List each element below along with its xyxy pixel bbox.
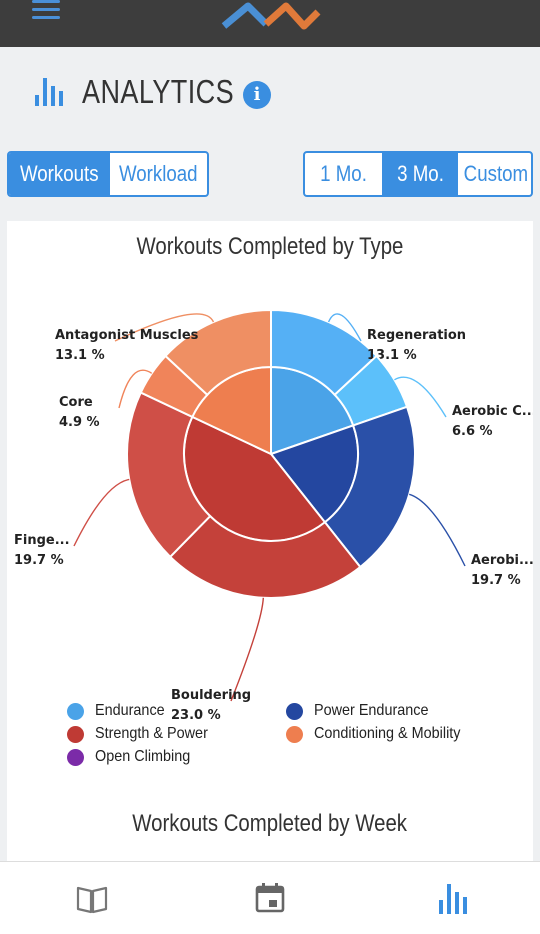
- chart-card: Workouts Completed by Type Regeneration 1…: [7, 221, 533, 861]
- pie-slice-value: 13.1 %: [55, 348, 105, 363]
- chart-title: Workouts Completed by Type: [136, 233, 404, 260]
- range-option-3mo[interactable]: 3 Mo.: [384, 153, 458, 195]
- range-option-1mo[interactable]: 1 Mo.: [320, 161, 367, 186]
- pie-connector-line: [114, 313, 215, 342]
- bar-chart-icon: [35, 78, 63, 106]
- legend-label: Open Climbing: [95, 748, 191, 765]
- week-chart-title: Workouts Completed by Week: [132, 810, 408, 837]
- legend-color-dot: [67, 702, 84, 720]
- legend-label: Power Endurance: [314, 702, 429, 719]
- legend-color-dot: [286, 725, 303, 743]
- legend-label: Endurance: [95, 702, 165, 719]
- range-option-custom[interactable]: Custom: [463, 161, 529, 186]
- pie-slice-value: 19.7 %: [14, 553, 64, 568]
- pie-slice-label: Aerobic C...: [452, 404, 533, 419]
- pie-connector-line: [327, 313, 362, 342]
- legend-item[interactable]: Endurance: [67, 700, 172, 722]
- legend-label: Strength & Power: [95, 725, 208, 742]
- pie-slice-label: Core: [59, 395, 93, 410]
- pie-slice-label: Finge...: [14, 533, 70, 548]
- pie-chart: Regeneration 13.1 % Aerobic C... 6.6 % Aerob…: [14, 308, 533, 723]
- pie-connector-line: [118, 369, 153, 409]
- range-toggle: 1 Mo. 3 Mo. Custom: [303, 151, 533, 197]
- legend-color-dot: [67, 748, 84, 766]
- calendar-icon[interactable]: [250, 882, 290, 916]
- pie-slice-label: Antagonist Muscles: [55, 328, 199, 343]
- pie-slice-value: 19.7 %: [471, 573, 521, 588]
- info-icon[interactable]: i: [243, 81, 271, 109]
- pie-connector-line: [394, 376, 447, 418]
- legend-color-dot: [67, 725, 84, 743]
- pie-connector-line: [230, 597, 265, 702]
- view-toggle: Workouts Workload: [7, 151, 209, 197]
- pie-slice-value: 6.6 %: [452, 424, 493, 439]
- pie-outer-slice-6[interactable]: [164, 308, 272, 397]
- view-option-workload[interactable]: Workload: [119, 161, 198, 186]
- pie-slice-value: 4.9 %: [59, 415, 100, 430]
- pie-slice-label: Bouldering: [171, 688, 251, 703]
- bottom-tab-bar: [0, 861, 540, 934]
- zigzag-logo-icon: [221, 2, 321, 30]
- legend-item[interactable]: Conditioning & Mobility: [286, 723, 477, 745]
- legend-label: Conditioning & Mobility: [314, 725, 461, 742]
- pie-connector-line: [73, 478, 130, 547]
- view-option-workouts[interactable]: Workouts: [9, 153, 110, 195]
- legend-color-dot: [286, 702, 303, 720]
- pie-slice-value: 23.0 %: [171, 708, 221, 723]
- pie-connector-line: [409, 493, 466, 567]
- pie-slice-label: Regeneration: [367, 328, 466, 343]
- top-bar: [0, 0, 540, 47]
- page-title: ANALYTICS: [82, 73, 235, 110]
- bar-chart-icon[interactable]: [436, 882, 476, 916]
- legend-item[interactable]: Power Endurance: [286, 700, 441, 722]
- legend-item[interactable]: Strength & Power: [67, 723, 220, 745]
- hamburger-icon[interactable]: [30, 0, 64, 22]
- book-icon[interactable]: [72, 882, 112, 916]
- legend-item[interactable]: Open Climbing: [67, 746, 201, 768]
- pie-slice-label: Aerobi...: [471, 553, 533, 568]
